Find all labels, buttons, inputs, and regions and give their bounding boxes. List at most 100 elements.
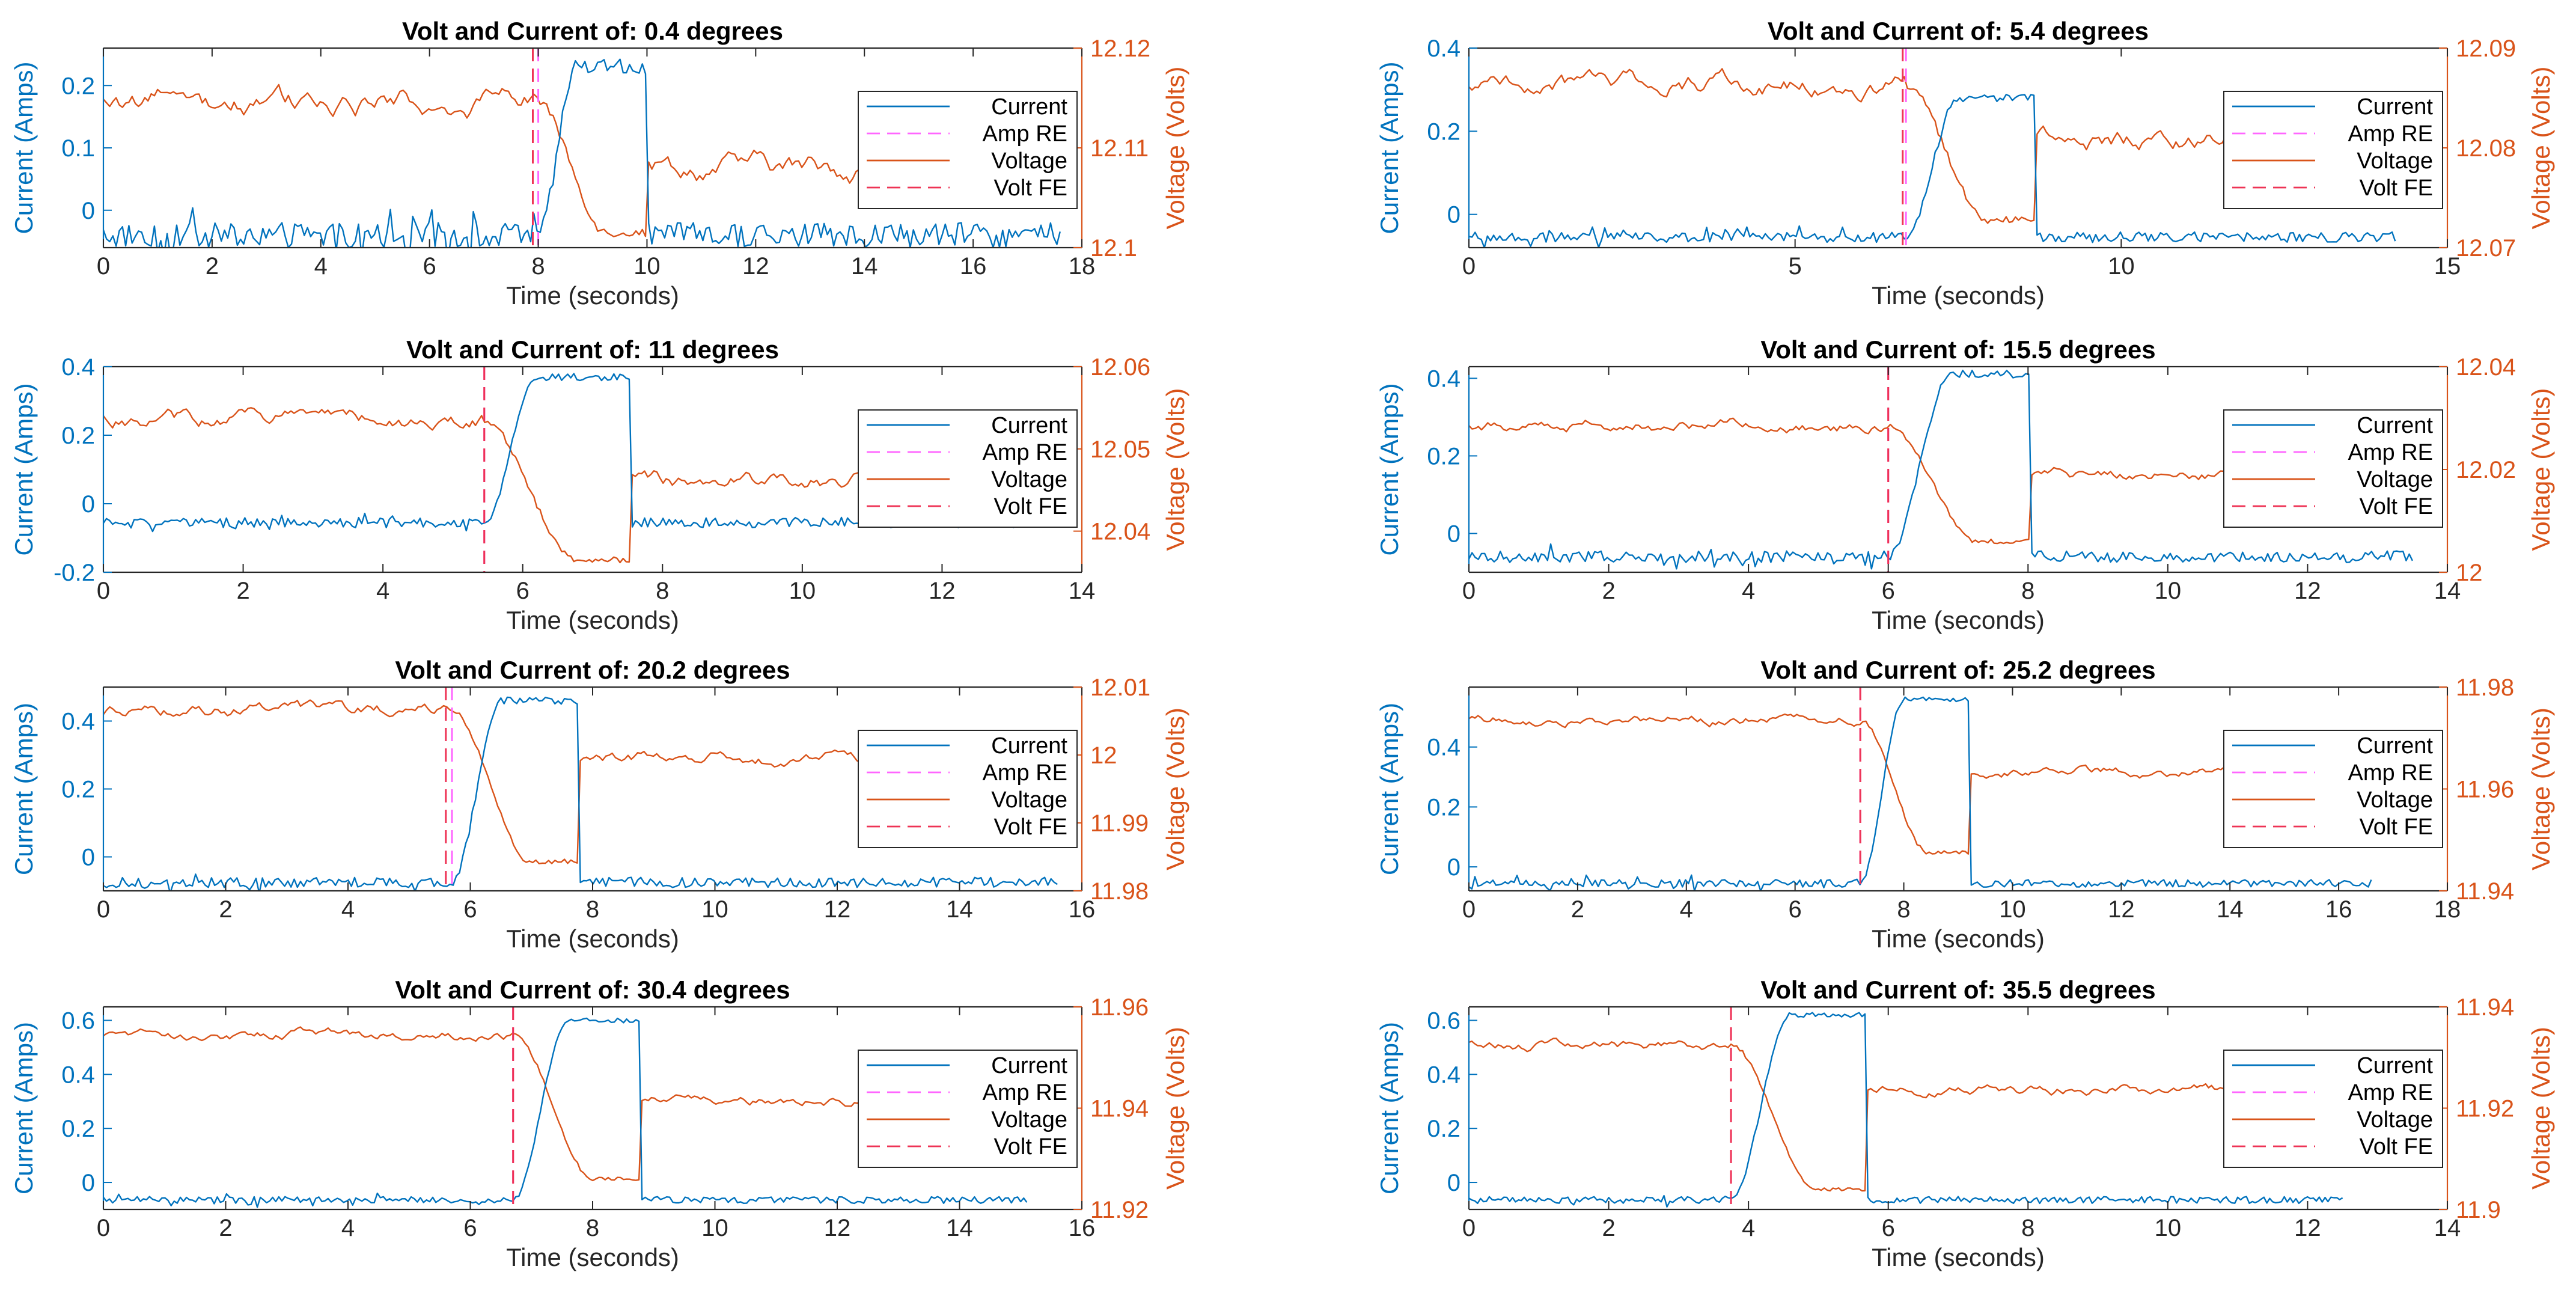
y-tick-label-left: 0.2 [61, 423, 95, 449]
x-tick-label: 6 [1882, 1215, 1895, 1241]
y-tick-label-left: 0.2 [61, 1116, 95, 1142]
x-tick-label: 5 [1789, 253, 1802, 280]
chart-title: Volt and Current of: 5.4 degrees [1768, 17, 2149, 45]
x-tick-label: 0 [97, 578, 110, 604]
y-tick-label-left: 0.6 [1427, 1007, 1460, 1034]
y-axis-label-left: Current (Amps) [10, 383, 38, 555]
y-axis-label-right: Voltage (Volts) [1161, 67, 1189, 230]
y-tick-label-left: 0 [82, 1170, 95, 1196]
legend-label: Amp RE [983, 440, 1067, 465]
y-tick-label-right: 11.94 [1090, 1096, 1149, 1122]
x-tick-label: 18 [1069, 253, 1096, 280]
y-axis-label-left: Current (Amps) [10, 703, 38, 875]
x-tick-label: 14 [1069, 578, 1096, 604]
y-axis-label-left: Current (Amps) [1375, 383, 1403, 555]
legend-box [2223, 730, 2443, 848]
x-tick-label: 8 [586, 1215, 599, 1241]
x-tick-label: 0 [1462, 1215, 1476, 1241]
legend-label: Voltage [991, 1107, 1067, 1132]
legend-box [2223, 91, 2443, 209]
x-tick-label: 6 [1789, 896, 1802, 923]
subplot-1: 0 2 4 6 8 10 12 14 16 18 0 0.1 0.2 12.1 12.11 12.12 Volt… [10, 17, 1189, 310]
y-tick-label-left: 0.2 [1427, 443, 1460, 469]
x-tick-label: 12 [929, 578, 956, 604]
x-tick-label: 2 [1571, 896, 1584, 923]
x-tick-label: 16 [960, 253, 987, 280]
x-axis-label: Time (seconds) [506, 281, 679, 310]
legend-label: Volt FE [994, 176, 1068, 201]
x-tick-label: 10 [2108, 253, 2135, 280]
x-tick-label: 4 [1742, 1215, 1755, 1241]
current-series-line [103, 58, 1061, 248]
legend-label: Volt FE [2360, 494, 2434, 519]
x-tick-label: 12 [2108, 896, 2135, 923]
y-tick-label-right: 12.06 [1090, 354, 1150, 381]
plot-series [1469, 1007, 2343, 1209]
x-tick-label: 10 [1999, 896, 2026, 923]
y-tick-label-left: 0 [82, 491, 95, 518]
legend-box [858, 1050, 1078, 1168]
x-tick-label: 4 [314, 253, 328, 280]
x-tick-label: 8 [2021, 578, 2034, 604]
x-tick-label: 8 [656, 578, 669, 604]
x-tick-label: 2 [219, 1215, 232, 1241]
y-axis-label-right: Voltage (Volts) [1161, 388, 1189, 551]
x-tick-label: 10 [789, 578, 816, 604]
y-tick-label-right: 12.11 [1090, 135, 1149, 162]
x-tick-label: 12 [824, 896, 851, 923]
y-tick-label-left: 0.2 [1427, 794, 1460, 821]
x-tick-label: 0 [97, 1215, 110, 1241]
chart-title: Volt and Current of: 35.5 degrees [1760, 976, 2155, 1004]
legend-label: Amp RE [2348, 1080, 2433, 1105]
legend-label: Voltage [2357, 467, 2433, 492]
legend-label: Amp RE [983, 121, 1067, 147]
y-tick-label-left: 0 [1447, 854, 1460, 881]
chart-title: Volt and Current of: 20.2 degrees [395, 656, 790, 684]
x-tick-label: 4 [1680, 896, 1693, 923]
x-tick-label: 4 [1742, 578, 1755, 604]
x-tick-label: 6 [463, 896, 477, 923]
legend-box [2223, 409, 2443, 528]
legend-label: Current [991, 94, 1067, 120]
y-tick-label-right: 12.04 [1090, 519, 1150, 545]
y-tick-label-right: 11.94 [2456, 878, 2514, 905]
x-tick-label: 16 [1069, 896, 1096, 923]
legend-label: Current [2357, 733, 2433, 759]
x-axis-label: Time (seconds) [1872, 925, 2045, 953]
y-tick-label-right: 11.9 [2456, 1197, 2501, 1223]
legend-box [858, 730, 1078, 848]
x-tick-label: 4 [341, 1215, 355, 1241]
x-tick-label: 12 [742, 253, 769, 280]
x-tick-label: 8 [1897, 896, 1910, 923]
voltage-series-line [1469, 1038, 2343, 1192]
current-series-line [103, 696, 1058, 891]
y-tick-label-left: 0.2 [61, 777, 95, 803]
x-tick-label: 0 [97, 253, 110, 280]
legend-label: Amp RE [2348, 440, 2433, 465]
legend-box [858, 91, 1078, 209]
y-axis-label-right: Voltage (Volts) [2527, 388, 2555, 551]
subplot-2: 0 5 10 15 0 0.2 0.4 12.07 12.08 12.09 Volt and Cur… [1375, 17, 2555, 310]
chart-title: Volt and Current of: 0.4 degrees [402, 17, 783, 45]
x-tick-label: 14 [2434, 578, 2461, 604]
x-tick-label: 2 [206, 253, 219, 280]
y-tick-label-right: 12.08 [2456, 135, 2516, 162]
x-tick-label: 14 [851, 253, 878, 280]
y-tick-label-right: 12.12 [1090, 35, 1150, 62]
x-tick-label: 15 [2434, 253, 2461, 280]
voltage-series-line [1469, 713, 2372, 855]
x-axis-label: Time (seconds) [506, 925, 679, 953]
y-axis-label-left: Current (Amps) [1375, 61, 1403, 234]
legend-label: Volt FE [994, 1134, 1068, 1160]
x-tick-label: 6 [1882, 578, 1895, 604]
y-tick-label-left: 0.2 [1427, 1116, 1460, 1142]
y-tick-label-right: 11.98 [1090, 878, 1149, 905]
current-series-line [1469, 696, 2372, 891]
x-tick-label: 16 [1069, 1215, 1096, 1241]
y-tick-label-left: 0.6 [61, 1007, 95, 1034]
y-tick-label-left: 0.2 [1427, 118, 1460, 145]
x-tick-label: 6 [423, 253, 436, 280]
y-axis-label-left: Current (Amps) [10, 61, 38, 234]
